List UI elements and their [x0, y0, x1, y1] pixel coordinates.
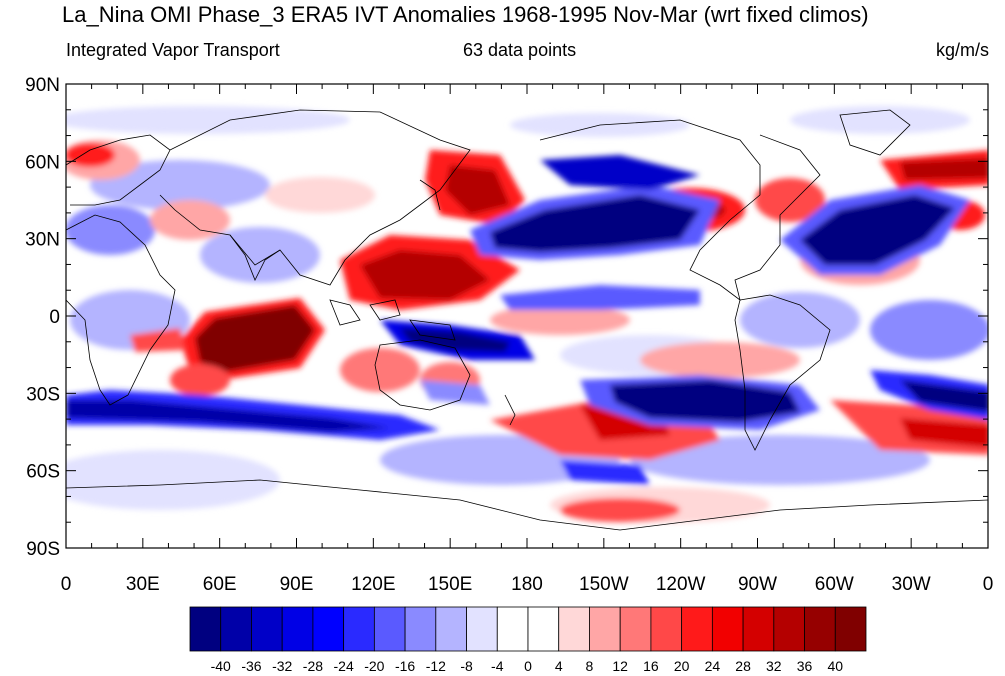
axis-ticks: 0 30E 60E 90E 120E 150E 180 150W 120W 90W 60W 30W 09… [25, 75, 993, 595]
colorbar-swatch [404, 606, 437, 652]
coastlines [66, 109, 988, 531]
colorbar-label: 4 [555, 658, 563, 674]
colorbar-label: -20 [364, 658, 384, 674]
colorbar-swatch [619, 606, 652, 652]
variable-label: Integrated Vapor Transport [66, 40, 280, 60]
colorbar-label: -40 [211, 658, 231, 674]
x-tick-label: 60W [815, 574, 854, 595]
colorbar-label: 28 [735, 658, 751, 674]
colorbar-swatch [189, 606, 222, 652]
y-tick-label: 60N [25, 152, 60, 173]
colorbar-swatch [281, 606, 314, 652]
colorbar-label: -16 [395, 658, 415, 674]
x-tick-label: 90W [738, 574, 777, 595]
y-tick-label: 90S [26, 539, 60, 560]
colorbar-label: -24 [334, 658, 354, 674]
y-tick-label: 60S [26, 462, 60, 483]
colorbar-swatch [496, 606, 529, 652]
x-tick-label: 0 [983, 574, 994, 595]
colorbar-label: -8 [460, 658, 473, 674]
colorbar-swatch [711, 606, 744, 652]
colorbar-label: 8 [586, 658, 594, 674]
colorbar-label: -36 [241, 658, 261, 674]
colorbar-swatch [558, 606, 590, 652]
units-label: kg/m/s [935, 40, 989, 60]
x-tick-label: 30E [126, 574, 160, 595]
colorbar-swatch [251, 606, 283, 652]
x-tick-label: 30W [892, 574, 931, 595]
y-tick-label: 30S [26, 384, 60, 405]
colorbar-swatch [834, 606, 867, 652]
x-tick-label: 90E [280, 574, 314, 595]
colorbar-swatch [681, 606, 713, 652]
data-count-label: 63 data points [463, 40, 577, 60]
colorbar-swatch [650, 606, 683, 652]
colorbar-label: 16 [643, 658, 659, 674]
colorbar-label: 32 [766, 658, 782, 674]
x-tick-label: 180 [511, 574, 543, 595]
colorbar-label: -12 [426, 658, 446, 674]
x-tick-label: 120E [351, 574, 395, 595]
colorbar-label: 0 [524, 658, 532, 674]
colorbar-label: 20 [674, 658, 690, 674]
y-tick-label: 0 [49, 307, 60, 328]
colorbar-swatch [312, 606, 345, 652]
colorbar-label: -32 [272, 658, 292, 674]
colorbar-label: -28 [303, 658, 323, 674]
x-tick-label: 120W [656, 574, 706, 595]
x-tick-label: 150W [579, 574, 629, 595]
colorbar-label: 40 [827, 658, 843, 674]
colorbar-swatch [435, 606, 467, 652]
y-tick-label: 90N [25, 75, 60, 96]
colorbar-swatch [220, 606, 252, 652]
x-tick-label: 150E [428, 574, 472, 595]
colorbar-swatch [742, 606, 775, 652]
colorbar-label: 24 [705, 658, 721, 674]
colorbar-swatch [466, 606, 498, 652]
colorbar-swatch [527, 606, 560, 652]
colorbar-label: 36 [797, 658, 813, 674]
plot-title: La_Nina OMI Phase_3 ERA5 IVT Anomalies 1… [62, 2, 869, 27]
colorbar-swatch [773, 606, 805, 652]
y-tick-label: 30N [25, 230, 60, 251]
colorbar-swatch [343, 606, 375, 652]
colorbar-label: 12 [612, 658, 628, 674]
colorbar: -40 -36 -32 -28 -24 -20 -16 -12 -8 -4 0 4 8 12 16 20 24 2… [189, 606, 867, 674]
colorbar-label: -4 [491, 658, 504, 674]
x-tick-label: 0 [61, 574, 72, 595]
x-tick-label: 60E [203, 574, 237, 595]
colorbar-swatch [589, 606, 621, 652]
anomaly-field [66, 84, 988, 548]
colorbar-swatch [373, 606, 406, 652]
colorbar-swatch [804, 606, 836, 652]
